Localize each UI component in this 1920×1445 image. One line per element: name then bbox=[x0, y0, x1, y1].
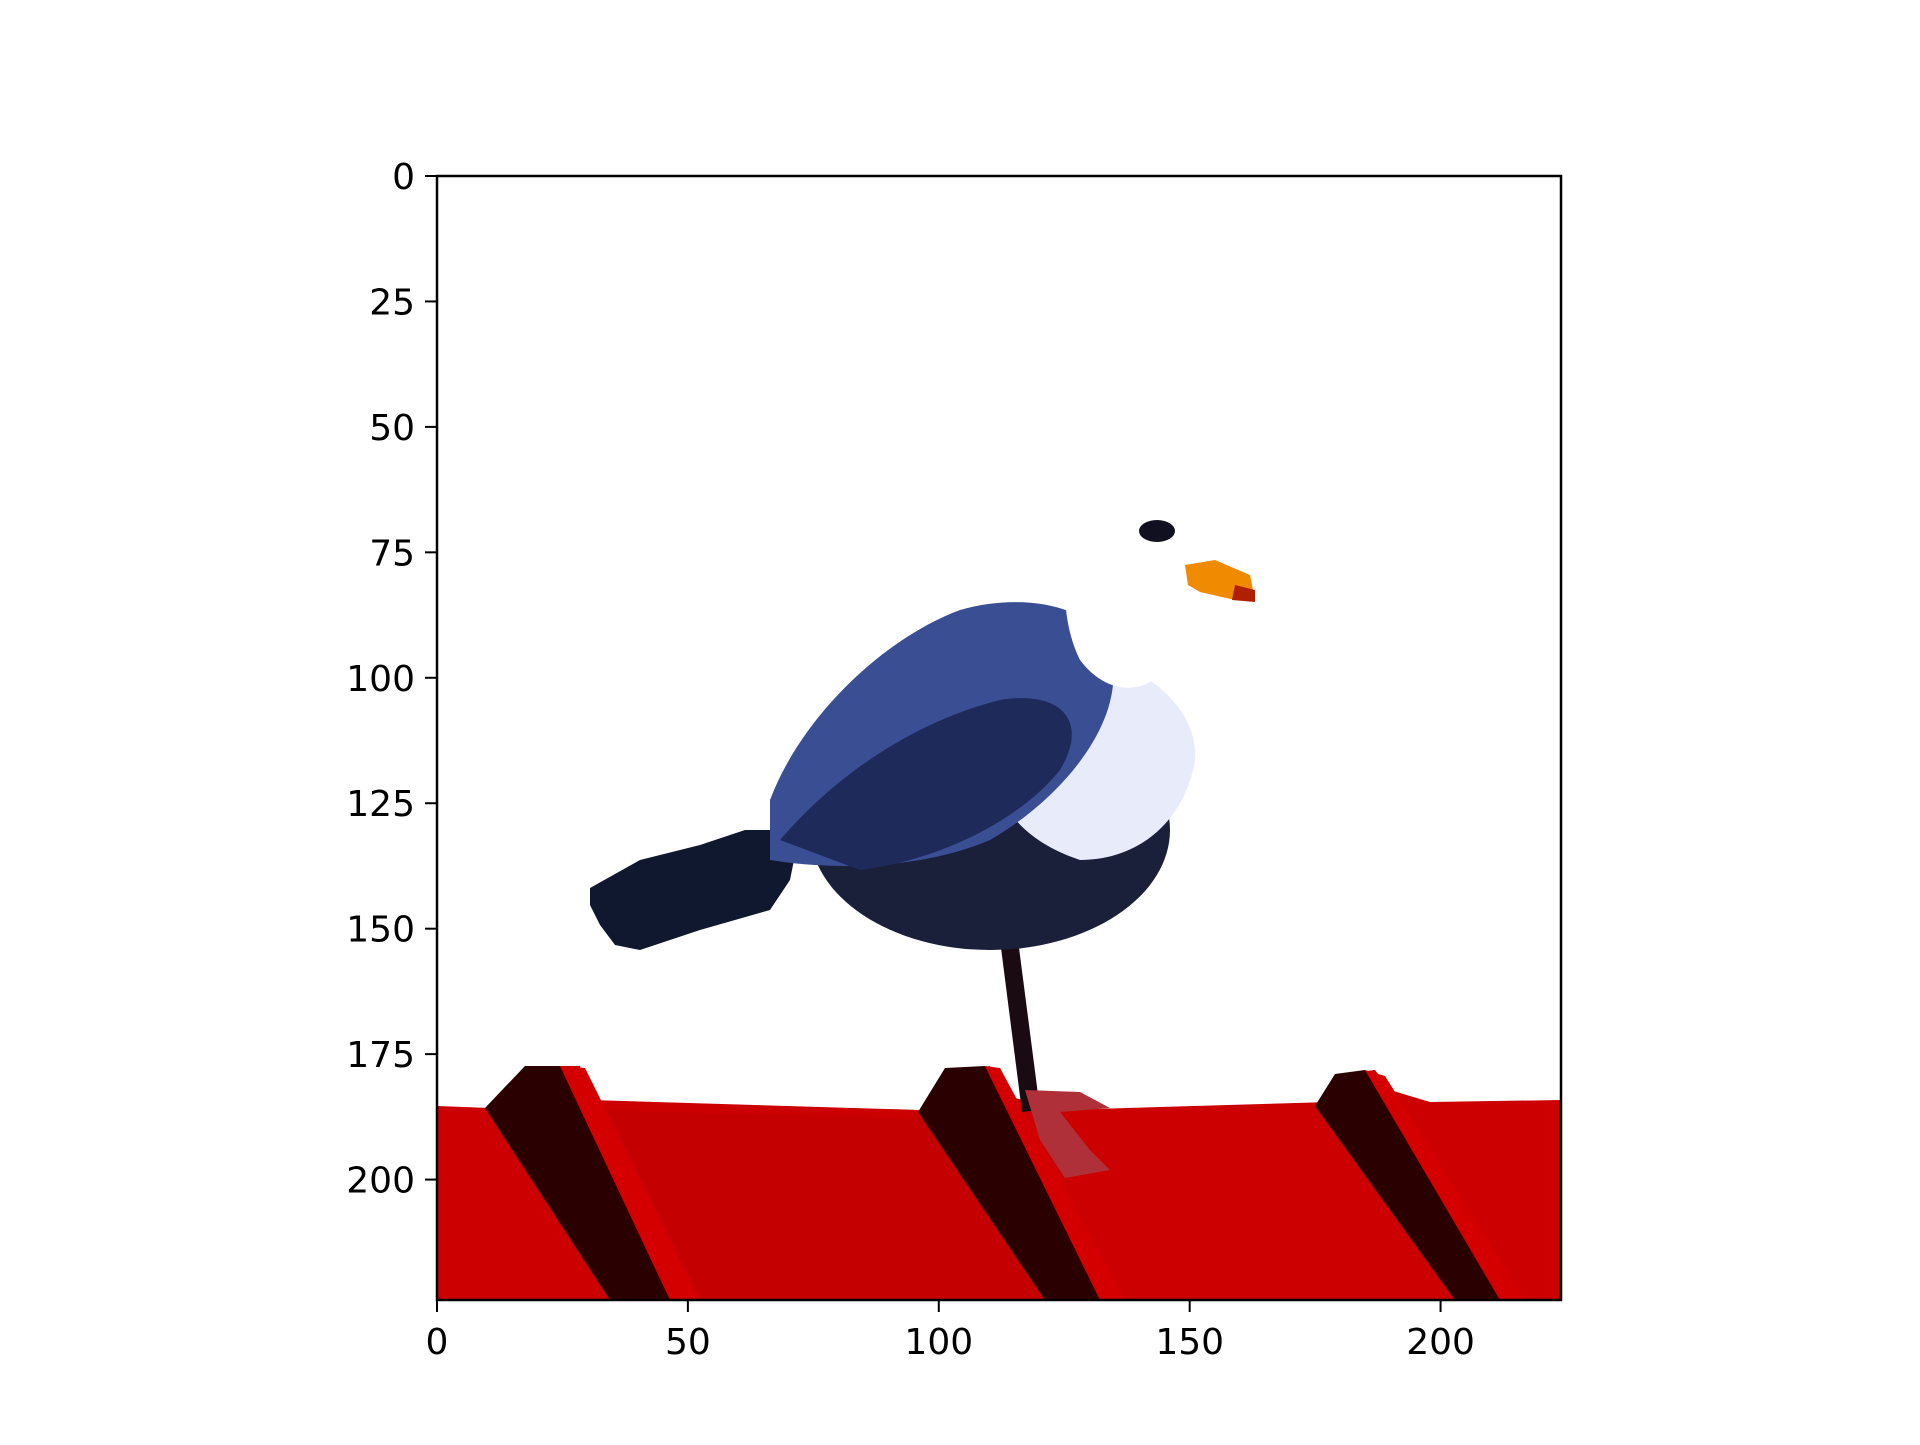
x-tick-label: 100 bbox=[904, 1322, 973, 1363]
x-tick-label: 0 bbox=[426, 1322, 449, 1363]
x-tick-label: 200 bbox=[1406, 1322, 1475, 1363]
x-axis: 0 50 100 150 200 bbox=[426, 1300, 1475, 1363]
y-tick-label: 200 bbox=[346, 1161, 415, 1202]
gull-leg bbox=[1000, 940, 1040, 1112]
y-tick-label: 0 bbox=[392, 157, 415, 198]
roof-rib-3-edge bbox=[1365, 1070, 1525, 1300]
y-axis: 0 25 50 75 100 125 150 175 200 bbox=[346, 157, 437, 1202]
roof-rib-2 bbox=[918, 1066, 1100, 1300]
y-tick-label: 150 bbox=[346, 910, 415, 951]
roof-rib-3 bbox=[1315, 1070, 1500, 1300]
axes-frame bbox=[435, 174, 1563, 1302]
roof-rib-1-edge bbox=[560, 1066, 700, 1300]
y-tick-label: 175 bbox=[346, 1035, 415, 1076]
gull-tail bbox=[590, 830, 800, 950]
roof-rib-1 bbox=[485, 1066, 670, 1300]
roof-highlight bbox=[590, 1110, 1060, 1300]
gull-head bbox=[1065, 516, 1195, 688]
photo bbox=[437, 176, 1561, 1300]
gull-eye bbox=[1139, 520, 1175, 542]
y-tick-label: 100 bbox=[346, 659, 415, 700]
gull-beak-tip bbox=[1232, 585, 1255, 602]
y-tick-label: 125 bbox=[346, 784, 415, 825]
y-tick-label: 75 bbox=[369, 533, 415, 574]
gull-wing-dark bbox=[780, 698, 1072, 870]
x-tick-label: 150 bbox=[1155, 1322, 1224, 1363]
y-tick-label: 50 bbox=[369, 408, 415, 449]
roof-rib-2-edge bbox=[985, 1066, 1125, 1300]
y-tick-label: 25 bbox=[369, 282, 415, 323]
gull-foot bbox=[1025, 1090, 1110, 1178]
x-tick-label: 50 bbox=[665, 1322, 711, 1363]
